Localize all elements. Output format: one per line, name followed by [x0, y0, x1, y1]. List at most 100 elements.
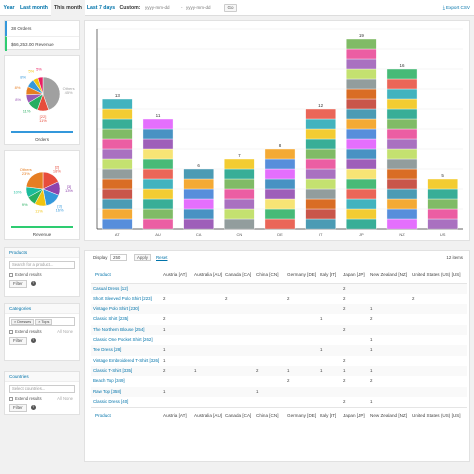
bar-segment[interactable]	[102, 188, 133, 200]
product-link[interactable]: Classic One Pocket Shirt [262]	[93, 337, 153, 343]
bar-segment[interactable]	[346, 78, 377, 90]
bar-segment[interactable]	[142, 158, 174, 170]
bar-segment[interactable]	[142, 198, 174, 210]
bar-segment[interactable]	[183, 168, 214, 180]
product-link[interactable]: Vintage Embroidered T-Shirt [326]	[93, 357, 160, 363]
category-tag-dresses[interactable]: × Dresses	[11, 319, 35, 325]
bar-segment[interactable]	[305, 198, 336, 210]
bar-segment[interactable]	[142, 148, 174, 160]
column-header-product[interactable]: Product	[91, 267, 163, 284]
bar-segment[interactable]	[386, 188, 418, 200]
product-link[interactable]: Vintage Polo Shirt [230]	[91, 303, 163, 315]
bar-segment[interactable]	[102, 208, 133, 220]
categories-extend-row[interactable]: Extend results All None	[9, 328, 75, 335]
bar-segment[interactable]	[346, 208, 377, 220]
bar-segment[interactable]	[305, 188, 336, 200]
bar-segment[interactable]	[346, 178, 377, 190]
tab-last-month[interactable]: Last month	[20, 5, 48, 11]
bar-segment[interactable]	[386, 178, 418, 190]
bar-segment[interactable]	[142, 138, 174, 150]
bar-segment[interactable]	[142, 218, 174, 230]
bar-segment[interactable]	[346, 118, 377, 130]
product-link[interactable]: Raw Top [358]	[91, 386, 163, 397]
bar-segment[interactable]	[102, 168, 133, 180]
bar-segment[interactable]	[102, 108, 133, 120]
bar-segment[interactable]	[346, 198, 377, 210]
display-count-select[interactable]: 250	[110, 254, 127, 261]
product-link[interactable]: Classic T-Shirt [335]	[91, 365, 163, 377]
column-footer-product[interactable]: Product	[91, 406, 163, 424]
pie-slice[interactable]	[42, 76, 61, 111]
bar-segment[interactable]	[346, 108, 377, 120]
bar-segment[interactable]	[386, 218, 418, 230]
bar-segment[interactable]	[264, 208, 296, 220]
products-extend-row[interactable]: Extend results	[9, 271, 75, 278]
countries-extend-row[interactable]: Extend results All None	[9, 395, 75, 402]
bar-segment[interactable]	[305, 108, 336, 120]
bar-segment[interactable]	[183, 178, 214, 190]
bar-segment[interactable]	[346, 38, 377, 50]
bar-segment[interactable]	[142, 208, 174, 220]
bar-segment[interactable]	[346, 168, 377, 180]
bar-segment[interactable]	[305, 128, 336, 140]
bar-segment[interactable]	[386, 78, 418, 90]
bar-segment[interactable]	[102, 128, 133, 140]
bar-segment[interactable]	[102, 118, 133, 130]
extend-checkbox[interactable]	[9, 396, 13, 401]
all-none-toggle[interactable]: All None	[57, 396, 73, 401]
bar-segment[interactable]	[427, 208, 458, 220]
bar-segment[interactable]	[305, 208, 336, 220]
products-filter-button[interactable]: Filter	[9, 280, 27, 288]
bar-segment[interactable]	[264, 178, 296, 190]
product-link[interactable]: Classic Shirt [235]	[93, 316, 129, 322]
pie-slice[interactable]	[37, 76, 44, 95]
product-link[interactable]: Beach Top [349]	[93, 378, 125, 384]
bar-segment[interactable]	[346, 98, 377, 110]
reset-link[interactable]: Reset	[156, 255, 168, 260]
help-icon[interactable]: ?	[30, 338, 36, 344]
country-select-input[interactable]: Select countries...	[9, 385, 75, 393]
bar-segment[interactable]	[386, 88, 418, 100]
bar-segment[interactable]	[224, 198, 255, 210]
bar-segment[interactable]	[102, 178, 133, 190]
product-link[interactable]: The Northern Blouse [254]	[91, 324, 163, 335]
bar-segment[interactable]	[346, 138, 377, 150]
bar-segment[interactable]	[264, 158, 296, 170]
bar-segment[interactable]	[386, 148, 418, 160]
product-link[interactable]: Classic Dress [40]	[93, 398, 129, 404]
bar-segment[interactable]	[386, 128, 418, 140]
bar-segment[interactable]	[346, 48, 377, 60]
bar-segment[interactable]	[386, 108, 418, 120]
bar-segment[interactable]	[346, 58, 377, 70]
bar-segment[interactable]	[305, 218, 336, 230]
countries-panel-title[interactable]: Countries	[5, 372, 79, 382]
product-search-input[interactable]: Search for a product...	[9, 261, 75, 269]
product-link[interactable]: Short Sleeved Polo Shirt [223]	[93, 295, 152, 301]
bar-segment[interactable]	[224, 178, 255, 190]
bar-segment[interactable]	[224, 208, 255, 220]
bar-segment[interactable]	[224, 218, 255, 230]
bar-segment[interactable]	[386, 68, 418, 80]
bar-segment[interactable]	[183, 188, 214, 200]
pie-slice[interactable]	[25, 171, 44, 190]
product-link[interactable]: Tee Dress [28]	[91, 345, 163, 356]
bar-segment[interactable]	[264, 198, 296, 210]
bar-segment[interactable]	[102, 148, 133, 160]
date-from-input[interactable]: yyyy-mm-dd	[145, 5, 170, 10]
extend-checkbox[interactable]	[9, 272, 13, 277]
export-csv-link[interactable]: ⤓Export CSV	[443, 0, 470, 16]
tab-last-7-days[interactable]: Last 7 days	[86, 5, 116, 11]
bar-segment[interactable]	[386, 198, 418, 210]
bar-segment[interactable]	[305, 178, 336, 190]
bar-segment[interactable]	[224, 158, 255, 170]
bar-segment[interactable]	[427, 188, 458, 200]
bar-segment[interactable]	[427, 198, 458, 210]
bar-segment[interactable]	[264, 148, 296, 160]
date-to-input[interactable]: yyyy-mm-dd	[186, 5, 211, 10]
bar-segment[interactable]	[183, 198, 214, 210]
bar-segment[interactable]	[264, 188, 296, 200]
bar-segment[interactable]	[386, 98, 418, 110]
bar-segment[interactable]	[346, 188, 377, 200]
help-icon[interactable]: ?	[30, 405, 36, 411]
bar-segment[interactable]	[142, 188, 174, 200]
